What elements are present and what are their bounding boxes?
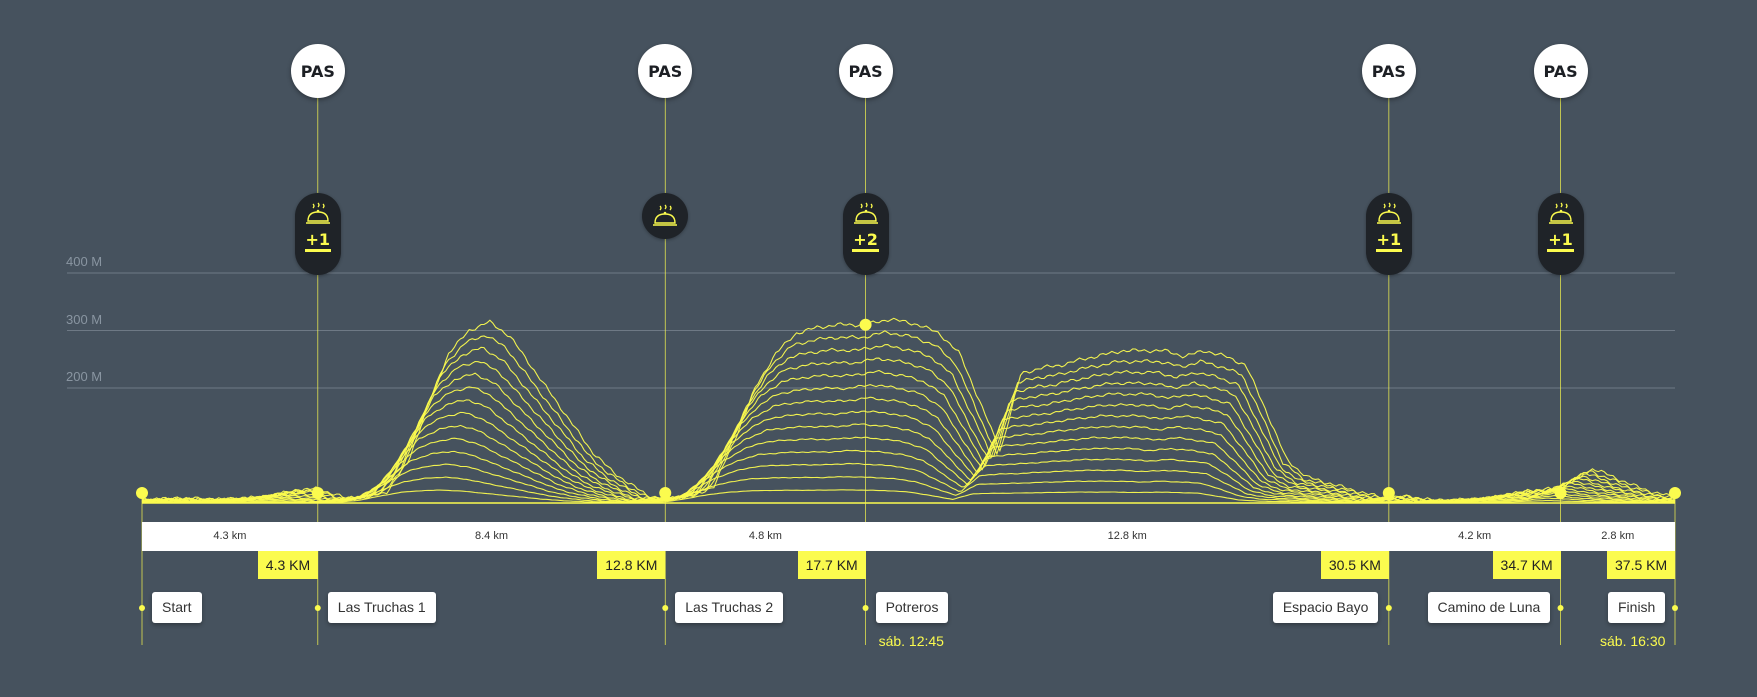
profile-layer-line: [141, 462, 1676, 504]
checkpoint-dot: [1554, 487, 1567, 499]
checkpoint-small-dot: [862, 605, 869, 611]
pas-badge: PAS: [1361, 44, 1416, 98]
cumulative-km-label: 37.5 KM: [1607, 551, 1676, 579]
segment-distance-label: 4.3 km: [213, 530, 247, 542]
checkpoint-time: sáb. 16:30: [1600, 633, 1666, 649]
checkpoint-name: Las Truchas 2: [675, 592, 784, 623]
cumulative-km-label: 12.8 KM: [597, 551, 666, 579]
profile-layer-line: [141, 317, 1676, 504]
checkpoint-small-dot: [662, 605, 669, 611]
cloche-icon: [1548, 202, 1573, 224]
food-station-pill: [642, 193, 689, 239]
cloche-icon: [305, 202, 330, 224]
cloche-icon: [853, 202, 878, 224]
food-count: +1: [1547, 231, 1574, 252]
segment-distance-label: 4.8 km: [748, 530, 782, 542]
segment-distance-label: 8.4 km: [475, 530, 509, 542]
profile-layer-line: [141, 369, 1676, 503]
segment-bar: [142, 522, 1675, 551]
checkpoint-dot: [859, 318, 872, 331]
pas-badge: PAS: [1533, 44, 1588, 98]
y-tick-label: 300 M: [66, 311, 103, 327]
checkpoint-name: Espacio Bayo: [1272, 592, 1379, 623]
profile-layer-line: [141, 357, 1676, 504]
checkpoint-name: Camino de Luna: [1427, 592, 1551, 623]
cumulative-km-label: 30.5 KM: [1320, 551, 1389, 579]
cumulative-km-label: 4.3 KM: [257, 551, 319, 579]
checkpoint-small-dot: [1385, 605, 1392, 611]
food-count: +2: [852, 231, 879, 252]
cumulative-km-label: 17.7 KM: [797, 551, 866, 579]
segment-distance-label: 2.8 km: [1601, 530, 1635, 542]
cumulative-km-label: 34.7 KM: [1492, 551, 1561, 579]
checkpoint-name: Las Truchas 1: [327, 592, 436, 623]
profile-layer-line: [142, 410, 1676, 504]
food-station-pill: +1: [294, 193, 341, 275]
checkpoint-small-dot: [314, 605, 321, 611]
checkpoint-name: Finish: [1608, 592, 1666, 623]
checkpoint-small-dot: [1557, 605, 1564, 611]
profile-layer-line: [141, 396, 1676, 503]
y-tick-label: 400 M: [66, 254, 103, 269]
food-station-pill: +1: [1365, 193, 1412, 275]
checkpoint-dot: [659, 487, 672, 499]
pas-badge: PAS: [638, 44, 693, 98]
cloche-icon: [653, 204, 678, 226]
cloche-icon: [1376, 202, 1401, 224]
checkpoint-dot: [311, 487, 324, 499]
profile-layer-line: [141, 344, 1676, 504]
pas-badge: PAS: [838, 44, 893, 98]
food-station-pill: +1: [1537, 193, 1584, 275]
checkpoint-dot: [136, 487, 148, 499]
checkpoint-name: Potreros: [875, 592, 949, 623]
food-count: +1: [304, 231, 332, 252]
food-count: +1: [1375, 231, 1403, 252]
checkpoint-dot: [1669, 487, 1681, 499]
segment-distance-label: 12.8 km: [1107, 530, 1147, 542]
segment-distance-label: 4.2 km: [1458, 530, 1492, 542]
checkpoint-small-dot: [139, 605, 145, 611]
checkpoint-name: Start: [152, 592, 202, 623]
y-tick-label: 200 M: [66, 369, 103, 384]
checkpoint-dot: [1382, 487, 1395, 499]
checkpoint-small-dot: [1672, 605, 1678, 611]
checkpoint-time: sáb. 12:45: [878, 633, 944, 649]
pas-badge: PAS: [290, 44, 345, 98]
food-station-pill: +2: [842, 193, 889, 275]
